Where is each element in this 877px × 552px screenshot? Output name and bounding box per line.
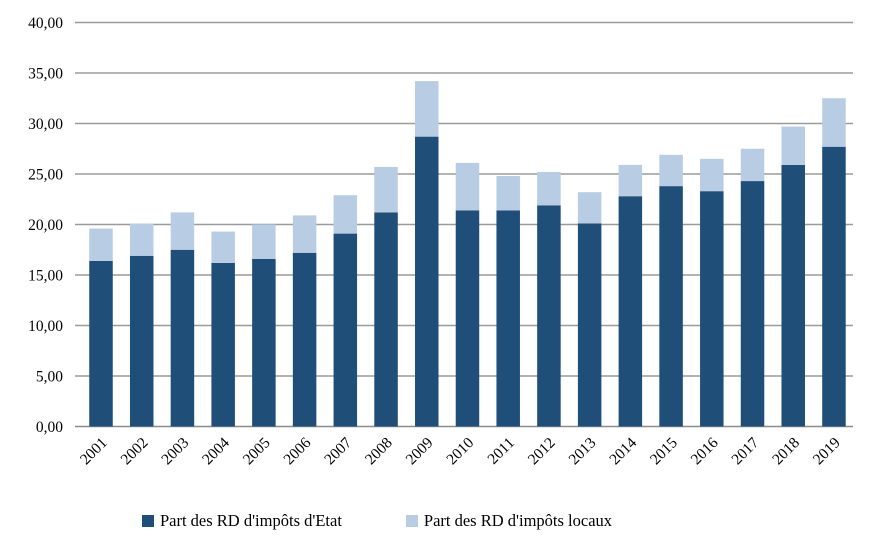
bar-etat-2012 <box>537 205 561 427</box>
x-tick-label-2019: 2019 <box>810 434 844 468</box>
y-tick-label-7: 35,00 <box>28 66 63 83</box>
bar-etat-2008 <box>374 212 398 427</box>
x-tick-label-2001: 2001 <box>77 434 111 468</box>
y-tick-label-2: 10,00 <box>28 318 63 335</box>
x-tick-label-2004: 2004 <box>199 434 233 468</box>
x-tick-label-2017: 2017 <box>728 434 762 468</box>
x-tick-label-2006: 2006 <box>280 434 314 468</box>
bar-etat-2009 <box>415 136 439 427</box>
x-tick-label-2012: 2012 <box>525 434 559 468</box>
legend-item-etat: Part des RD d'impôts d'Etat <box>141 511 342 530</box>
y-tick-label-6: 30,00 <box>28 116 63 133</box>
bar-etat-2003 <box>170 249 195 427</box>
legend-item-locaux: Part des RD d'impôts locaux <box>405 511 613 530</box>
y-tick-label-8: 40,00 <box>28 15 63 32</box>
x-tick-label-2010: 2010 <box>443 434 477 468</box>
bar-locaux-2006 <box>292 215 317 253</box>
x-tick-label-2014: 2014 <box>606 434 640 468</box>
x-tick-label-2007: 2007 <box>321 434 355 468</box>
bar-etat-2005 <box>252 258 276 427</box>
x-tick-label-2003: 2003 <box>158 434 192 468</box>
legend-swatch-locaux <box>405 515 418 528</box>
legend-label-etat: Part des RD d'impôts d'Etat <box>159 511 342 530</box>
bar-locaux-2003 <box>170 212 195 250</box>
bar-locaux-2002 <box>129 223 154 256</box>
x-tick-label-2016: 2016 <box>688 434 722 468</box>
x-tick-label-2013: 2013 <box>566 434 600 468</box>
bar-locaux-2001 <box>89 228 113 261</box>
y-tick-label-3: 15,00 <box>28 268 63 285</box>
x-tick-label-2018: 2018 <box>769 434 803 468</box>
bar-locaux-2009 <box>415 81 439 137</box>
legend-swatch-etat <box>141 515 154 528</box>
bar-locaux-2005 <box>252 224 276 259</box>
bar-locaux-2010 <box>455 162 480 211</box>
bar-etat-2017 <box>740 181 765 427</box>
stacked-bar-chart: 0,00 5,00 10,00 15,00 20,00 25,00 30,00 35,00 40… <box>28 15 853 468</box>
x-tick-label-2008: 2008 <box>362 434 396 468</box>
y-tick-label-1: 5,00 <box>36 369 63 386</box>
bar-etat-2006 <box>292 252 317 427</box>
plot-area: 0,00 5,00 10,00 15,00 20,00 25,00 30,00 35,00 40… <box>28 15 853 468</box>
bar-locaux-2014 <box>618 164 643 197</box>
bar-etat-2016 <box>700 191 724 427</box>
bar-locaux-2015 <box>659 154 683 187</box>
bar-etat-2019 <box>822 146 846 427</box>
bar-etat-2011 <box>496 210 520 427</box>
y-tick-label-5: 25,00 <box>28 167 63 184</box>
x-tick-label-2002: 2002 <box>118 434 152 468</box>
bar-locaux-2019 <box>822 98 846 147</box>
bar-etat-2014 <box>618 196 643 427</box>
bar-locaux-2018 <box>781 126 805 165</box>
bar-locaux-2004 <box>211 231 235 263</box>
x-tick-label-2015: 2015 <box>647 434 681 468</box>
bar-etat-2001 <box>89 260 113 427</box>
y-tick-label-0: 0,00 <box>36 419 63 436</box>
bar-etat-2002 <box>129 255 154 427</box>
bar-locaux-2007 <box>333 195 358 234</box>
y-tick-label-4: 20,00 <box>28 217 63 234</box>
bar-etat-2015 <box>659 186 683 427</box>
bar-etat-2007 <box>333 233 358 427</box>
bar-etat-2013 <box>577 223 602 427</box>
chart-legend: Part des RD d'impôts d'Etat Part des RD … <box>0 511 754 530</box>
bar-etat-2018 <box>781 164 805 427</box>
x-tick-label-2005: 2005 <box>240 434 274 468</box>
bar-locaux-2012 <box>537 171 561 206</box>
bar-locaux-2013 <box>577 192 602 224</box>
x-tick-label-2011: 2011 <box>484 434 518 468</box>
bar-locaux-2016 <box>700 158 724 192</box>
bar-locaux-2008 <box>374 166 398 213</box>
x-tick-label-2009: 2009 <box>403 434 437 468</box>
bar-etat-2004 <box>211 262 235 427</box>
bar-etat-2010 <box>455 210 480 427</box>
bar-locaux-2017 <box>740 148 765 182</box>
bar-locaux-2011 <box>496 176 520 211</box>
legend-label-locaux: Part des RD d'impôts locaux <box>423 511 613 530</box>
